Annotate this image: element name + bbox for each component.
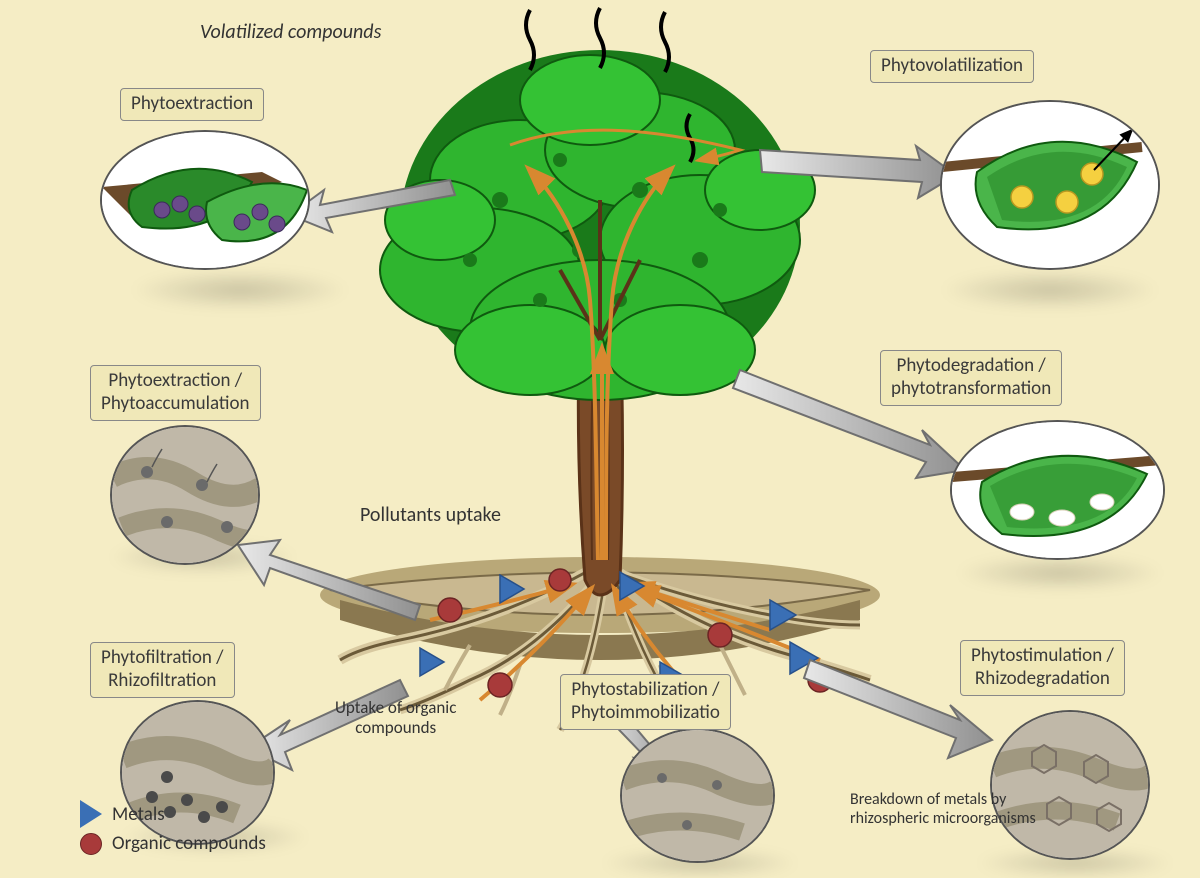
text: Metals xyxy=(112,803,165,826)
detail-phytovolatilization xyxy=(940,100,1160,270)
text: phytotransformation xyxy=(891,377,1051,400)
volatilized-label: Volatilized compounds xyxy=(200,20,381,44)
metal-icon xyxy=(80,800,102,828)
detail-phytostimulation xyxy=(990,710,1150,860)
label-phytofiltration: Phytofiltration / Rhizofiltration xyxy=(90,642,235,698)
label-phytodegradation: Phytodegradation / phytotransformation xyxy=(880,350,1062,406)
organic-icon xyxy=(80,833,102,855)
detail-phytoextraction xyxy=(100,130,310,270)
text: Phytostimulation / xyxy=(971,644,1114,667)
label-breakdown: Breakdown of metals by rhizospheric micr… xyxy=(850,790,1036,828)
text: Uptake of organic xyxy=(335,697,456,718)
label-phytoextraction: Phytoextraction xyxy=(120,88,264,121)
text: Rhizodegradation xyxy=(975,667,1110,690)
text: Phytofiltration / xyxy=(101,646,224,669)
text: Phytoaccumulation xyxy=(101,392,250,415)
text: Rhizofiltration xyxy=(108,669,216,692)
label-phytostabilization: Phytostabilization / Phytoimmobilizatio xyxy=(560,674,731,730)
detail-phytoaccumulation xyxy=(110,425,260,565)
text: Phytostabilization / xyxy=(571,678,719,701)
text: Phytoimmobilizatio xyxy=(571,701,720,724)
text: Phytodegradation / xyxy=(897,354,1046,377)
label-phytostimulation: Phytostimulation / Rhizodegradation xyxy=(960,640,1125,696)
text: Breakdown of metals by xyxy=(850,790,1006,809)
text: rhizospheric microorganisms xyxy=(850,809,1036,828)
text: compounds xyxy=(355,717,436,738)
legend-organic: Organic compounds xyxy=(80,832,266,855)
text: Phytoextraction / xyxy=(108,369,242,392)
label-phytoextraction-acc: Phytoextraction / Phytoaccumulation xyxy=(90,365,261,421)
foliage xyxy=(380,50,815,400)
text: Organic compounds xyxy=(112,832,266,855)
label-phytovolatilization: Phytovolatilization xyxy=(870,50,1034,83)
label-uptake-organic: Uptake of organic compounds xyxy=(335,698,456,739)
detail-phytostabilization xyxy=(620,728,775,863)
detail-phytodegradation xyxy=(950,420,1165,560)
legend-metals: Metals xyxy=(80,800,165,828)
label-pollutants-uptake: Pollutants uptake xyxy=(360,503,501,527)
